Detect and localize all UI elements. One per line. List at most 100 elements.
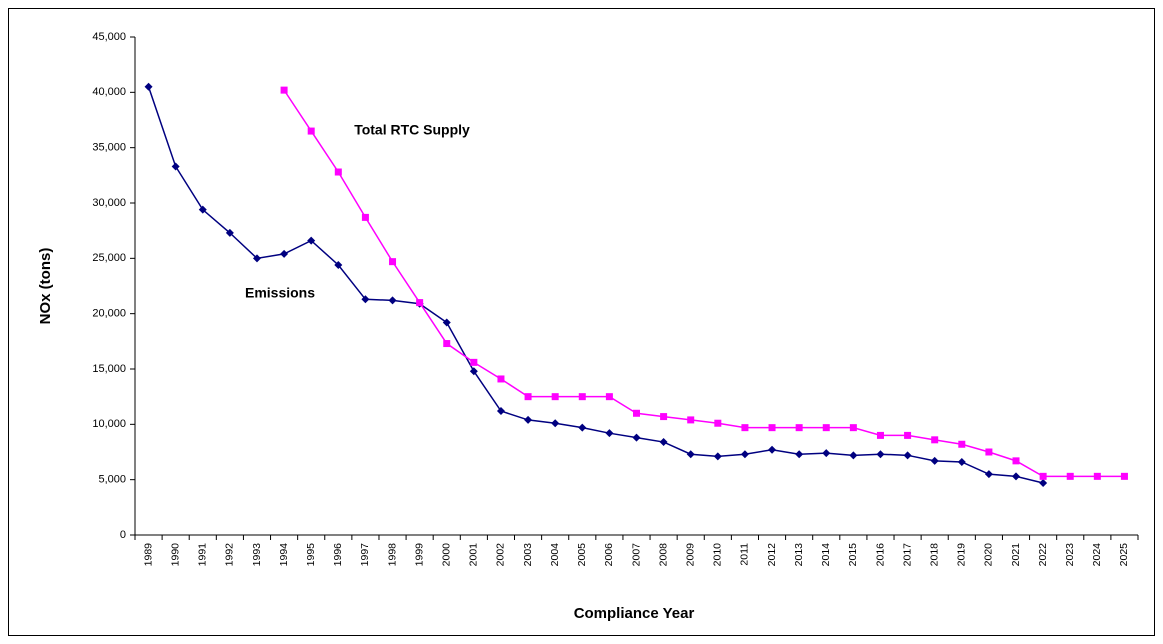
x-tick-label: 2018 — [928, 543, 940, 567]
marker — [633, 409, 640, 417]
marker — [171, 162, 180, 171]
x-tick-label: 2001 — [468, 543, 480, 567]
marker — [496, 407, 505, 416]
x-tick-label: 2013 — [793, 543, 805, 567]
x-tick-label: 1999 — [413, 543, 425, 567]
x-tick-label: 2006 — [603, 543, 615, 567]
x-tick-label: 2022 — [1037, 543, 1049, 567]
marker — [660, 413, 668, 421]
marker — [1039, 478, 1048, 487]
marker — [1093, 472, 1101, 480]
marker — [958, 440, 966, 448]
x-tick-label: 2008 — [657, 543, 669, 567]
x-tick-label: 2005 — [576, 543, 588, 567]
marker — [605, 393, 613, 401]
y-tick-label: 0 — [120, 529, 126, 541]
marker — [632, 433, 641, 442]
x-tick-label: 2000 — [441, 543, 453, 567]
marker — [849, 424, 857, 432]
x-tick-label: 2009 — [684, 543, 696, 567]
marker — [1039, 472, 1047, 480]
x-tick-label: 2023 — [1064, 543, 1076, 567]
x-tick-label: 2015 — [847, 543, 859, 567]
y-tick-label: 20,000 — [92, 308, 126, 320]
x-tick-label: 2007 — [630, 543, 642, 567]
marker — [524, 415, 533, 424]
x-tick-label: 1989 — [142, 543, 154, 567]
marker — [931, 436, 939, 444]
marker — [740, 450, 749, 459]
marker — [686, 450, 695, 459]
marker — [416, 299, 424, 307]
marker — [307, 236, 316, 245]
x-tick-label: 1996 — [332, 543, 344, 567]
marker — [795, 424, 803, 432]
marker — [470, 358, 478, 366]
marker — [605, 429, 614, 438]
x-tick-label: 1990 — [169, 543, 181, 567]
x-tick-label: 2003 — [522, 543, 534, 567]
x-tick-label: 2017 — [901, 543, 913, 567]
x-tick-label: 1998 — [386, 543, 398, 567]
marker — [849, 451, 858, 460]
y-tick-label: 5,000 — [98, 474, 126, 486]
y-tick-label: 15,000 — [92, 363, 126, 375]
marker — [1012, 457, 1020, 465]
x-tick-label: 2025 — [1118, 543, 1130, 567]
y-tick-label: 45,000 — [92, 31, 126, 43]
marker — [280, 249, 289, 258]
marker — [388, 296, 397, 305]
marker — [957, 457, 966, 466]
x-tick-label: 2021 — [1010, 543, 1022, 567]
marker — [524, 393, 532, 401]
marker — [1120, 472, 1128, 480]
x-tick-label: 2014 — [820, 543, 832, 567]
series-label: Emissions — [245, 285, 315, 301]
series-label: Total RTC Supply — [354, 122, 470, 138]
marker — [361, 213, 369, 221]
marker — [361, 295, 370, 304]
marker — [822, 424, 830, 432]
marker — [551, 419, 560, 428]
series-line — [283, 89, 1125, 478]
x-axis-label: Compliance Year — [574, 605, 695, 622]
x-tick-label: 2002 — [495, 543, 507, 567]
marker — [903, 451, 912, 460]
marker — [252, 254, 261, 263]
marker — [659, 438, 668, 447]
y-tick-label: 10,000 — [92, 418, 126, 430]
x-tick-label: 1994 — [278, 543, 290, 567]
x-tick-label: 2004 — [549, 543, 561, 567]
x-tick-label: 1995 — [305, 543, 317, 567]
marker — [551, 393, 559, 401]
marker — [443, 340, 451, 348]
x-tick-label: 2024 — [1091, 543, 1103, 567]
marker — [984, 470, 993, 479]
x-tick-label: 1993 — [251, 543, 263, 567]
x-tick-label: 2012 — [766, 543, 778, 567]
marker — [714, 419, 722, 427]
marker — [469, 367, 478, 376]
y-tick-label: 35,000 — [92, 142, 126, 154]
marker — [741, 424, 749, 432]
x-tick-label: 1997 — [359, 543, 371, 567]
x-tick-label: 2011 — [739, 543, 751, 566]
x-tick-label: 2016 — [874, 543, 886, 567]
marker — [225, 228, 234, 237]
chart-frame — [8, 8, 1155, 636]
marker — [334, 168, 342, 176]
x-tick-label: 1992 — [224, 543, 236, 567]
marker — [876, 431, 884, 439]
marker — [1012, 472, 1021, 481]
marker — [930, 456, 939, 465]
marker — [904, 431, 912, 439]
marker — [1066, 472, 1074, 480]
marker — [578, 423, 587, 432]
y-tick-label: 30,000 — [92, 197, 126, 209]
y-axis-label: NOx (tons) — [37, 248, 54, 325]
marker — [307, 127, 315, 135]
x-tick-label: 2019 — [956, 543, 968, 567]
x-tick-label: 2020 — [983, 543, 995, 567]
marker — [198, 205, 207, 214]
